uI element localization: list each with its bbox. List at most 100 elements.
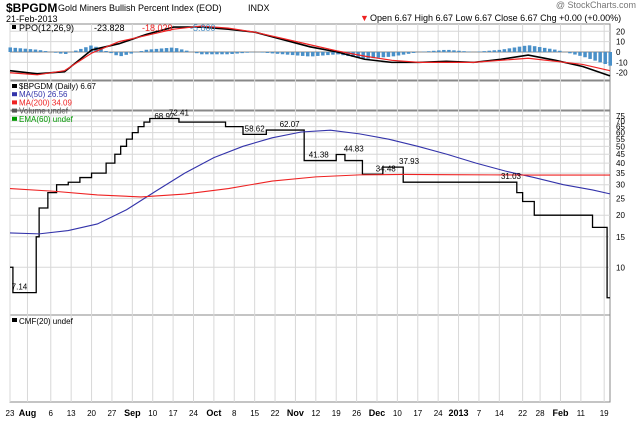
ppo-histogram-bar [553,49,557,52]
ppo-histogram-bar [598,52,602,63]
legend-entry: MA(200) 34.09 [19,98,72,107]
ppo-histogram-bar [437,50,441,52]
ppo-histogram-bar [114,52,118,56]
price-data-label: 34.48 [376,164,397,173]
ppo-histogram-bar [63,52,68,54]
ppo-histogram-bar [502,49,507,52]
ppo-histogram-bar [346,52,350,57]
ppo-histogram-bar [79,48,83,52]
ppo-histogram-bar [74,50,78,52]
x-tick-label: 10 [148,409,157,418]
legend-entry: MA(50) 26.56 [19,90,68,99]
x-tick-label: Nov [287,408,304,418]
ppo-histogram-bar [321,52,325,56]
ppo-histogram-bar [139,51,144,52]
ppo-histogram-bar [366,52,370,59]
ppo-histogram-bar [583,52,587,58]
ppo-histogram-bar [331,52,335,55]
ppo-histogram-bar [568,52,572,54]
x-tick-label: 20 [87,409,96,418]
ppo-histogram-bar [406,52,411,54]
x-tick-label: 23 [6,409,15,418]
x-tick-label: 6 [49,409,54,418]
price-panel-frame [9,110,611,316]
ppo-histogram-bar [311,52,315,57]
ppo-histogram-bar [522,45,527,52]
x-tick-label: 17 [413,409,422,418]
ppo-histogram-bar [558,50,562,52]
x-tick-label: 19 [332,409,341,418]
ppo-histogram-bar [376,52,381,58]
ppo-histogram-bar [179,49,184,52]
x-tick-label: 24 [189,409,198,418]
x-tick-label: 24 [434,409,443,418]
ppo-histogram-bar [265,52,270,53]
ppo-histogram-bar [336,52,340,55]
price-data-label: 58.62 [245,124,266,133]
x-tick-label: Aug [19,408,37,418]
ppo-histogram-bar [285,52,290,55]
price-tick-label: 35 [616,169,625,178]
price-tick-label: 75 [616,112,625,121]
ppo-histogram-bar [512,47,517,52]
ppo-value-1: -18.029 [142,23,173,33]
cmf-label: CMF(20) undef [19,317,74,326]
price-tick-label: 25 [616,194,625,203]
legend-entry: Volume undef [19,107,69,116]
cmf-legend-swatch [12,318,17,322]
legend-swatch [12,116,17,121]
ppo-histogram-bar [462,51,466,52]
ppo-tick-label: -20 [616,69,628,78]
ppo-histogram-bar [326,52,330,56]
ppo-histogram-bar [84,47,88,52]
x-tick-label: 27 [107,409,116,418]
x-tick-label: 13 [67,409,76,418]
cmf-panel-frame [9,314,611,403]
ppo-histogram-bar [13,47,18,52]
price-data-label: 62.07 [280,120,301,129]
price-tick-label: 15 [616,233,625,242]
x-tick-label: Feb [552,408,569,418]
ppo-histogram-bar [109,52,113,54]
ppo-histogram-bar [99,48,103,52]
ppo-histogram-bar [230,52,234,54]
price-line [10,117,610,299]
price-legend-area [9,80,611,111]
ppo-histogram-bar [588,52,592,59]
ppo-histogram-bar [164,48,169,52]
ppo-histogram-bar [129,52,134,54]
ppo-histogram-bar [38,50,43,52]
ppo-histogram-bar [124,52,128,55]
legend-swatch [12,84,17,88]
watermark: @ StockCharts.com [555,0,636,10]
price-data-label: 72.41 [169,108,190,117]
ppo-histogram-bar [169,47,174,52]
ppo-histogram-bar [149,49,154,52]
legend-entry: $BPGDM (Daily) 6.67 [19,82,96,91]
ppo-histogram-bar [517,46,522,52]
price-tick-label: 55 [616,135,625,144]
ppo-histogram-bar [381,52,386,58]
ppo-histogram-bar [220,52,224,55]
legend-swatch [12,92,17,97]
ppo-histogram-bar [603,52,607,65]
ppo-histogram-bar [593,52,597,61]
x-tick-label: 15 [250,409,259,418]
x-tick-label: 12 [311,409,320,418]
ppo-histogram-bar [210,52,214,55]
ppo-histogram-bar [260,52,265,53]
ppo-histogram-bar [184,50,189,52]
symbol: $BPGDM [6,1,58,15]
date: 21-Feb-2013 [6,14,58,24]
ppo-histogram-bar [154,48,159,52]
ppo-histogram-bar [482,51,486,52]
index-name: Gold Miners Bullish Percent Index (EOD) [58,3,222,13]
ppo-histogram-bar [300,52,305,56]
x-tick-label: 19 [600,409,609,418]
ppo-histogram-bar [240,52,244,54]
x-tick-label: Oct [206,408,221,418]
ppo-histogram-bar [396,52,401,56]
ppo-histogram-bar [401,52,406,55]
ppo-signal-line [9,25,611,76]
ppo-histogram-bar [270,52,275,54]
